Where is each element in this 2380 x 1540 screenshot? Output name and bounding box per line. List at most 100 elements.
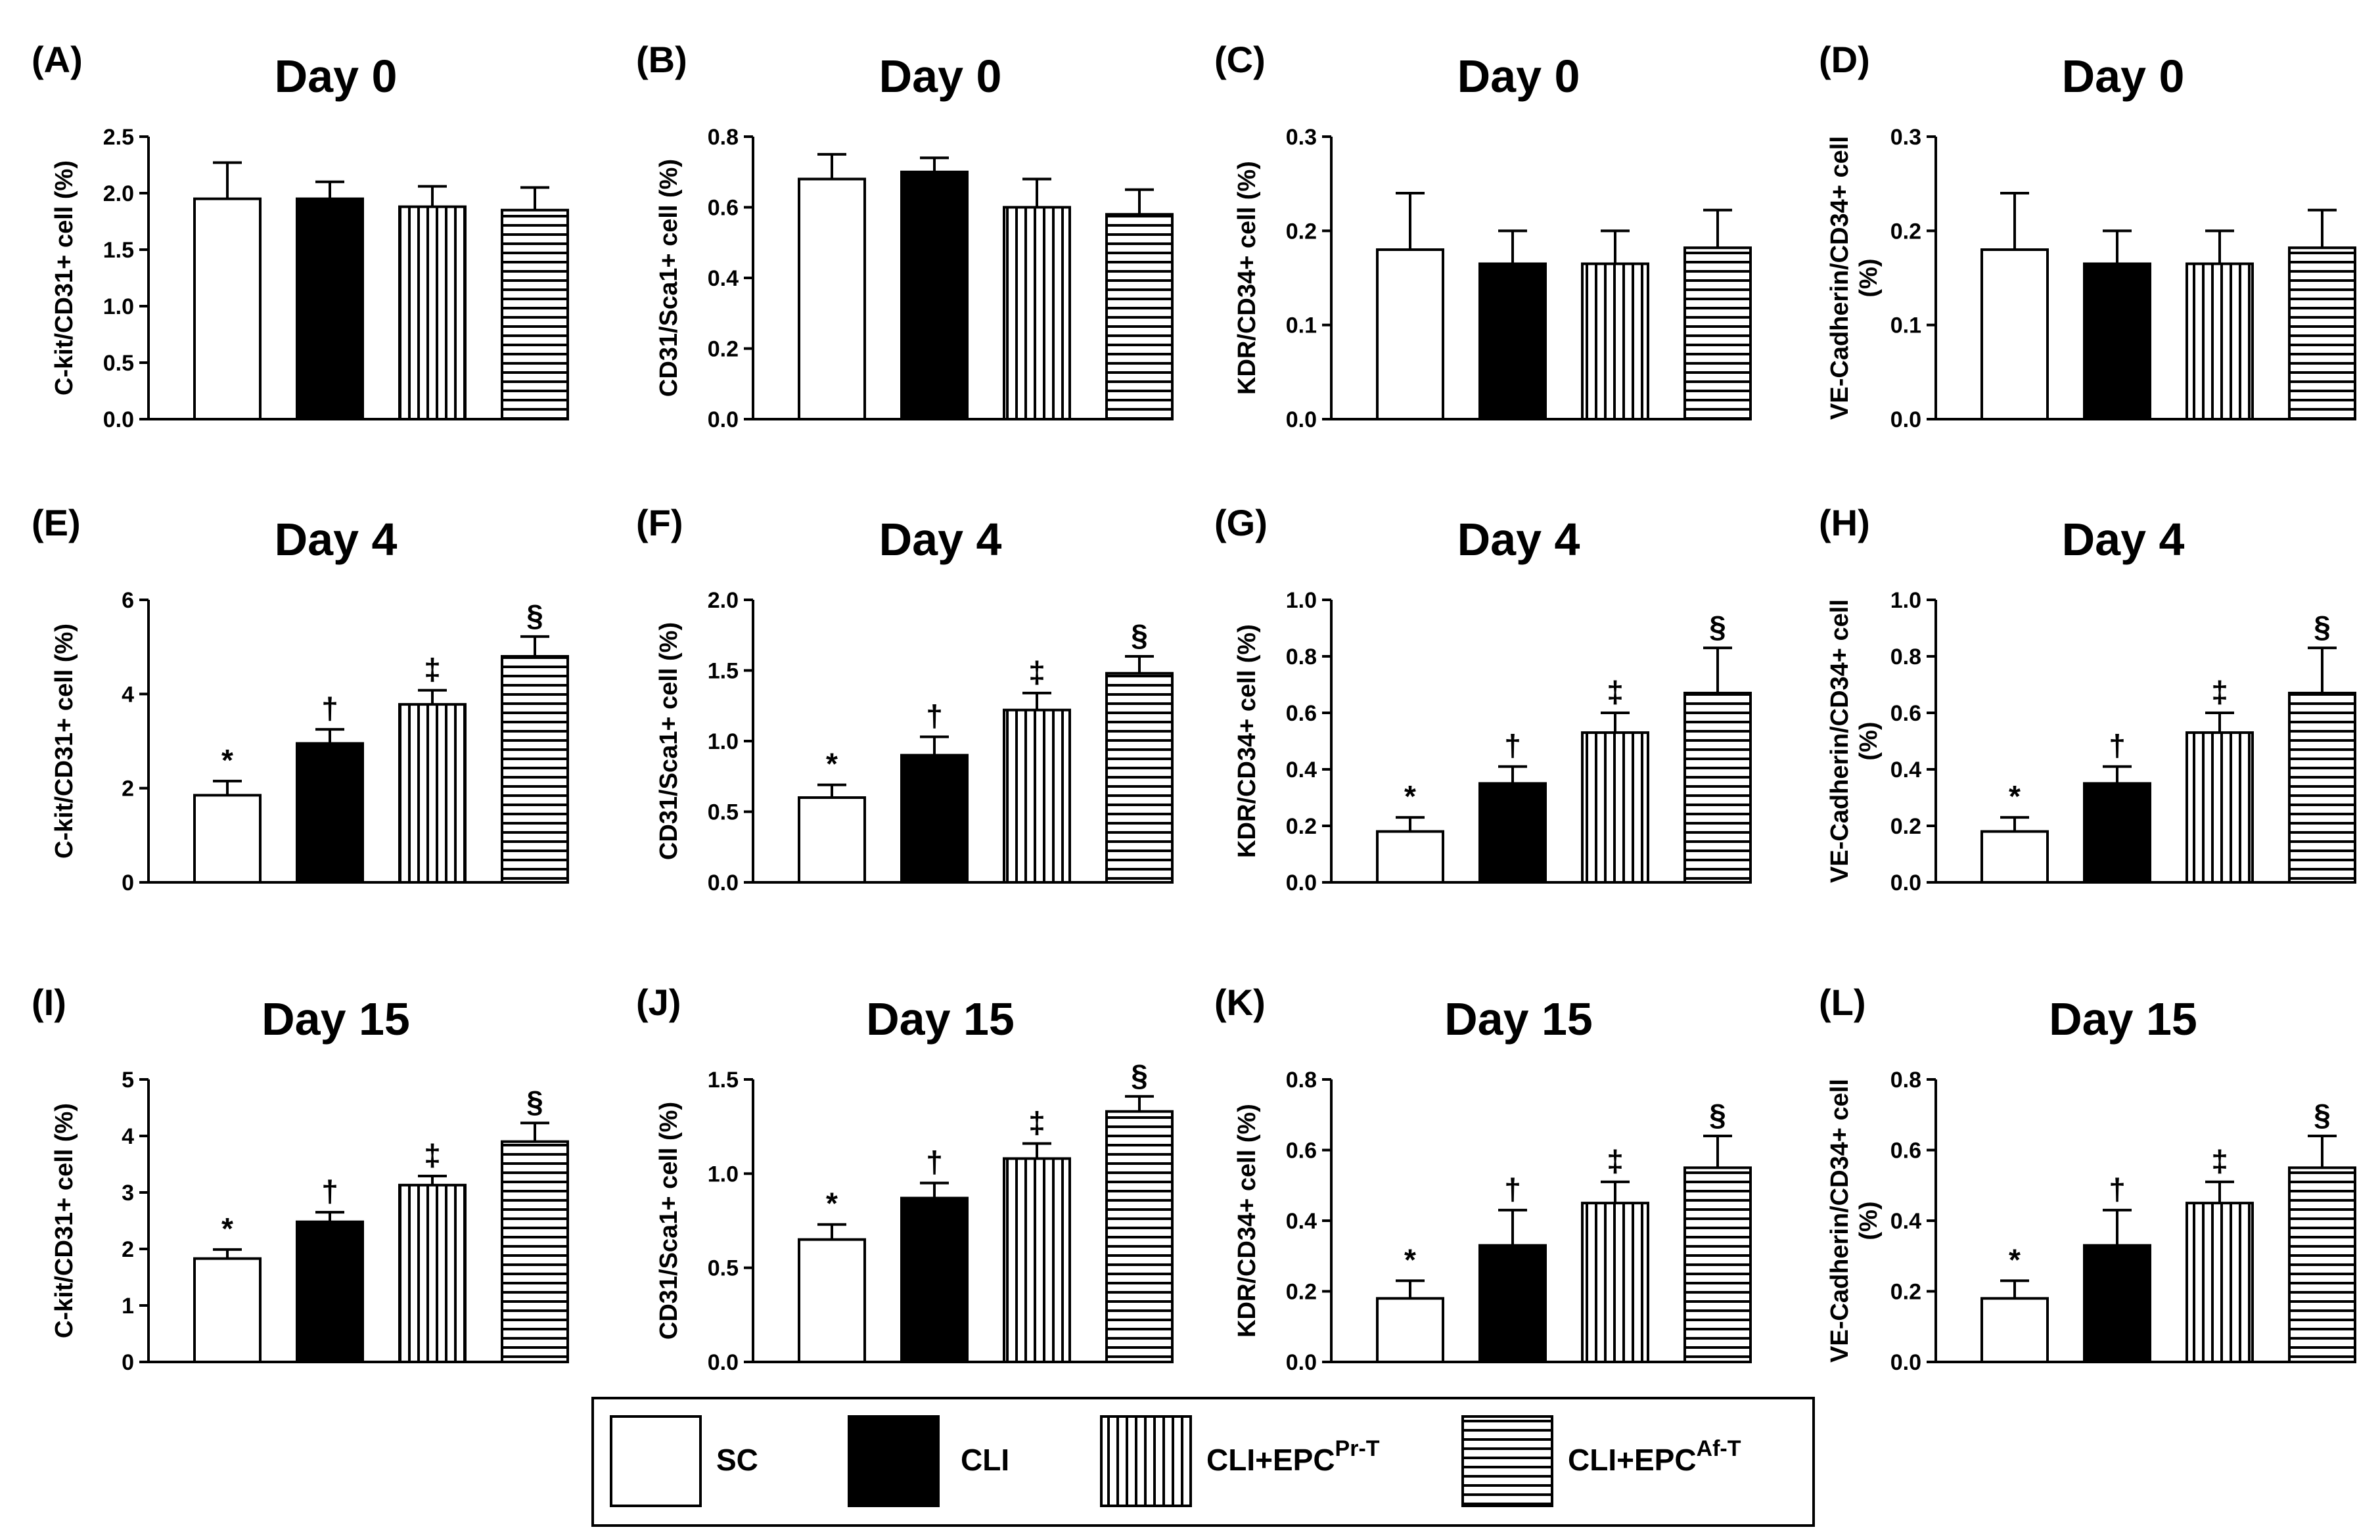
y-tick-label: 0.0 [1890,407,1921,432]
legend-swatch-white [610,1415,702,1507]
y-tick-label: 0.5 [103,351,134,376]
significance-mark: ‡ [1607,675,1624,709]
significance-mark: * [221,743,233,777]
significance-mark: † [321,691,338,725]
y-tick-label: 0.0 [1286,407,1317,432]
chart-panels: (A) Day 0 0.0 0.5 1.0 1.5 2.0 2.5 C-kit/CD31+ ce… [32,39,2356,1375]
panel-letter: (F) [636,502,683,543]
bar-cli-epc-af-t [1683,246,1752,420]
panel-title: Day 0 [879,51,1002,102]
panel-e: (E) Day 4 0 2 4 6 C-kit/CD31+ cell (%) * † ‡ § [32,502,569,895]
y-tick-label: 0.2 [1286,219,1317,244]
y-axis-label: C-kit/CD31+ cell (%) [51,160,78,396]
y-tick-label: 0.5 [708,1256,739,1281]
y-tick-label: 5 [122,1068,134,1093]
panel-a: (A) Day 0 0.0 0.5 1.0 1.5 2.0 2.5 C-kit/CD31+ ce… [32,39,569,432]
bar-cli-epc-af-t [1105,671,1174,884]
panel-d: (D) Day 0 0.0 0.1 0.2 0.3 VE-Cadherin/CD34+ ce… [1819,39,2356,432]
bar-cli [900,1196,969,1363]
bar-sc [193,197,262,420]
panel-title: Day 4 [1457,514,1580,565]
y-tick-label: 0.8 [1286,645,1317,669]
panel-letter: (C) [1214,39,1266,80]
panel-b: (B) Day 0 0.0 0.2 0.4 0.6 0.8 CD31/Sca1+ cell (… [636,39,1174,432]
bar-cli [900,754,969,884]
y-tick-label: 2.5 [103,125,134,150]
panel-title: Day 4 [879,514,1002,565]
y-axis-label: VE-Cadherin/CD34+ cell [1826,599,1854,883]
significance-mark: † [926,699,943,733]
panel-letter: (H) [1819,502,1870,543]
significance-mark: † [2109,1172,2126,1206]
legend-swatch-vertical [1100,1415,1192,1507]
bar-cli-epc-af-t [1683,691,1752,884]
y-tick-label: 0.0 [708,1350,739,1375]
significance-mark: ‡ [1028,1105,1045,1139]
significance-mark: † [2109,729,2126,763]
bar-sc [1980,248,2049,420]
panel-letter: (J) [636,982,681,1023]
significance-mark: § [1709,1098,1726,1132]
bar-cli-epc-pr-t [1581,731,1649,884]
panel-title: Day 15 [1444,993,1593,1045]
panel-title: Day 15 [262,993,410,1045]
y-tick-label: 1.0 [1890,588,1921,613]
y-tick-label: 0.8 [1890,645,1921,669]
bar-cli-epc-af-t [2288,691,2356,884]
y-tick-label: 1.0 [708,729,739,754]
panel-h: (H) Day 4 0.0 0.2 0.4 0.6 0.8 1.0 VE-Cadherin/CD… [1819,502,2356,895]
bar-cli-epc-pr-t [2185,1202,2254,1363]
y-tick-label: 0.6 [708,196,739,221]
bar-cli-epc-pr-t [1581,1202,1649,1363]
bar-sc [193,1257,262,1363]
panel-f: (F) Day 4 0.0 0.5 1.0 1.5 2.0 CD31/Sca1+ cell (… [636,502,1174,895]
bar-cli [1478,262,1547,420]
panel-k: (K) Day 15 0.0 0.2 0.4 0.6 0.8 KDR/CD34+ cell (… [1214,982,1752,1375]
y-tick-label: 0.0 [1890,1350,1921,1375]
bar-cli [2083,262,2151,420]
significance-mark: † [926,1145,943,1179]
y-axis-label: CD31/Sca1+ cell (%) [655,622,683,860]
y-tick-label: 0.0 [103,407,134,432]
bar-cli-epc-pr-t [1003,1157,1071,1364]
bar-cli-epc-af-t [2288,246,2356,420]
bar-cli-epc-pr-t [1003,206,1071,420]
y-tick-label: 0 [122,1350,134,1375]
significance-mark: * [826,747,838,781]
bar-cli-epc-af-t [1683,1166,1752,1363]
y-tick-label: 0.2 [1890,814,1921,839]
bar-cli [2083,782,2151,884]
y-axis-label: C-kit/CD31+ cell (%) [51,623,78,859]
y-tick-label: 1.0 [1286,588,1317,613]
y-tick-label: 0.2 [1286,814,1317,839]
significance-mark: † [1504,729,1521,763]
bar-sc [798,1238,866,1363]
y-tick-label: 1.5 [708,1068,739,1093]
significance-mark: ‡ [2211,675,2228,709]
y-tick-label: 2 [122,1237,134,1262]
significance-mark: * [2009,1242,2021,1277]
y-axis-label: KDR/CD34+ cell (%) [1233,624,1261,858]
significance-mark: * [2009,779,2021,813]
bar-cli-epc-af-t [501,655,569,884]
panel-letter: (G) [1214,502,1268,543]
y-tick-label: 2.0 [103,181,134,206]
bar-cli [2083,1244,2151,1363]
y-tick-label: 6 [122,588,134,613]
bar-cli [296,742,364,884]
y-tick-label: 0.6 [1286,1139,1317,1164]
y-tick-label: 0.2 [1286,1280,1317,1305]
y-tick-label: 0.5 [708,800,739,825]
y-tick-label: 0.0 [1890,871,1921,895]
bar-cli-epc-af-t [1105,1110,1174,1363]
panel-title: Day 0 [275,51,398,102]
legend-label: SC [716,1443,758,1477]
y-axis-label: VE-Cadherin/CD34+ cell [1826,1079,1854,1363]
panel-letter: (E) [32,502,81,543]
y-tick-label: 0.4 [708,266,739,291]
panel-j: (J) Day 15 0.0 0.5 1.0 1.5 CD31/Sca1+ cell (%)… [636,982,1174,1375]
significance-mark: ‡ [424,1138,441,1172]
bar-cli-epc-pr-t [2185,731,2254,884]
y-axis-label: KDR/CD34+ cell (%) [1233,1104,1261,1338]
